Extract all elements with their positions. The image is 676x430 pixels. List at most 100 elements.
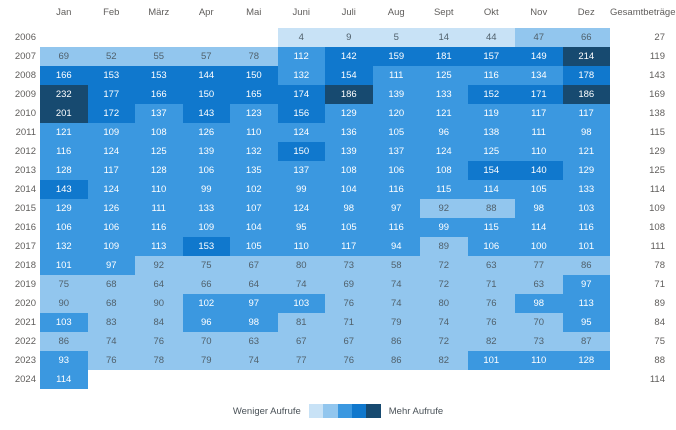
heatmap-cell-2020-feb[interactable]: 68 <box>87 294 135 313</box>
heatmap-cell-2012-juni[interactable]: 150 <box>277 142 325 161</box>
heatmap-cell-2007-feb[interactable]: 52 <box>87 47 135 66</box>
heatmap-cell-2011-juni[interactable]: 124 <box>277 123 325 142</box>
heatmap-cell-2016-apr[interactable]: 109 <box>182 218 230 237</box>
heatmap-cell-2009-apr[interactable]: 150 <box>182 85 230 104</box>
heatmap-cell-2014-dez[interactable]: 133 <box>562 180 610 199</box>
heatmap-cell-2011-okt[interactable]: 138 <box>467 123 515 142</box>
heatmap-cell-2024-aug[interactable] <box>373 370 421 389</box>
heatmap-cell-2022-märz[interactable]: 76 <box>135 332 183 351</box>
heatmap-cell-2007-juli[interactable]: 142 <box>325 47 373 66</box>
heatmap-cell-2018-juli[interactable]: 73 <box>325 256 373 275</box>
heatmap-cell-2006-okt[interactable]: 44 <box>467 28 515 47</box>
heatmap-cell-2022-sept[interactable]: 72 <box>420 332 468 351</box>
heatmap-cell-2019-aug[interactable]: 74 <box>372 275 420 294</box>
heatmap-cell-2018-okt[interactable]: 63 <box>467 256 515 275</box>
heatmap-cell-2009-märz[interactable]: 166 <box>135 85 183 104</box>
heatmap-cell-2009-okt[interactable]: 152 <box>467 85 515 104</box>
heatmap-cell-2006-sept[interactable]: 14 <box>420 28 468 47</box>
heatmap-cell-2010-märz[interactable]: 137 <box>135 104 183 123</box>
heatmap-cell-2017-nov[interactable]: 100 <box>515 237 563 256</box>
heatmap-cell-2006-apr[interactable] <box>183 28 231 47</box>
heatmap-cell-2019-feb[interactable]: 68 <box>87 275 135 294</box>
heatmap-cell-2009-juni[interactable]: 174 <box>277 85 325 104</box>
heatmap-cell-2006-juni[interactable]: 4 <box>277 28 325 47</box>
heatmap-cell-2024-dez[interactable] <box>563 370 611 389</box>
heatmap-cell-2015-aug[interactable]: 97 <box>372 199 420 218</box>
heatmap-cell-2010-mai[interactable]: 123 <box>230 104 278 123</box>
heatmap-cell-2013-feb[interactable]: 117 <box>87 161 135 180</box>
heatmap-cell-2023-mai[interactable]: 74 <box>230 351 278 370</box>
heatmap-cell-2007-aug[interactable]: 159 <box>372 47 420 66</box>
heatmap-cell-2011-mai[interactable]: 110 <box>230 123 278 142</box>
heatmap-cell-2023-apr[interactable]: 79 <box>182 351 230 370</box>
heatmap-cell-2024-nov[interactable] <box>515 370 563 389</box>
heatmap-cell-2008-sept[interactable]: 125 <box>420 66 468 85</box>
heatmap-cell-2011-sept[interactable]: 96 <box>420 123 468 142</box>
heatmap-cell-2012-juli[interactable]: 139 <box>325 142 373 161</box>
heatmap-cell-2015-sept[interactable]: 92 <box>420 199 468 218</box>
heatmap-cell-2015-mai[interactable]: 107 <box>230 199 278 218</box>
heatmap-cell-2010-aug[interactable]: 120 <box>372 104 420 123</box>
heatmap-cell-2008-märz[interactable]: 153 <box>135 66 183 85</box>
heatmap-cell-2012-apr[interactable]: 139 <box>182 142 230 161</box>
heatmap-cell-2020-dez[interactable]: 113 <box>562 294 610 313</box>
heatmap-cell-2011-nov[interactable]: 111 <box>515 123 563 142</box>
heatmap-cell-2015-juni[interactable]: 124 <box>277 199 325 218</box>
heatmap-cell-2006-feb[interactable] <box>88 28 136 47</box>
heatmap-cell-2015-nov[interactable]: 98 <box>515 199 563 218</box>
heatmap-cell-2019-apr[interactable]: 66 <box>182 275 230 294</box>
heatmap-cell-2021-nov[interactable]: 70 <box>515 313 563 332</box>
heatmap-cell-2014-mai[interactable]: 102 <box>230 180 278 199</box>
heatmap-cell-2015-juli[interactable]: 98 <box>325 199 373 218</box>
heatmap-cell-2008-juli[interactable]: 154 <box>325 66 373 85</box>
heatmap-cell-2020-juli[interactable]: 76 <box>325 294 373 313</box>
heatmap-cell-2013-juni[interactable]: 137 <box>277 161 325 180</box>
heatmap-cell-2013-aug[interactable]: 106 <box>372 161 420 180</box>
heatmap-cell-2021-sept[interactable]: 74 <box>420 313 468 332</box>
heatmap-cell-2010-feb[interactable]: 172 <box>87 104 135 123</box>
heatmap-cell-2009-juli[interactable]: 186 <box>325 85 373 104</box>
heatmap-cell-2009-sept[interactable]: 133 <box>420 85 468 104</box>
heatmap-cell-2012-mai[interactable]: 132 <box>230 142 278 161</box>
heatmap-cell-2020-juni[interactable]: 103 <box>277 294 325 313</box>
heatmap-cell-2007-nov[interactable]: 149 <box>515 47 563 66</box>
heatmap-cell-2017-aug[interactable]: 94 <box>372 237 420 256</box>
heatmap-cell-2007-mai[interactable]: 78 <box>230 47 278 66</box>
heatmap-cell-2012-jan[interactable]: 116 <box>40 142 88 161</box>
heatmap-cell-2008-okt[interactable]: 116 <box>467 66 515 85</box>
heatmap-cell-2024-mai[interactable] <box>230 370 278 389</box>
heatmap-cell-2015-jan[interactable]: 129 <box>40 199 88 218</box>
heatmap-cell-2011-feb[interactable]: 109 <box>87 123 135 142</box>
heatmap-cell-2006-mai[interactable] <box>230 28 278 47</box>
heatmap-cell-2021-aug[interactable]: 79 <box>372 313 420 332</box>
heatmap-cell-2023-märz[interactable]: 78 <box>135 351 183 370</box>
heatmap-cell-2011-jan[interactable]: 121 <box>40 123 88 142</box>
heatmap-cell-2011-aug[interactable]: 105 <box>372 123 420 142</box>
heatmap-cell-2019-märz[interactable]: 64 <box>135 275 183 294</box>
heatmap-cell-2019-sept[interactable]: 72 <box>420 275 468 294</box>
heatmap-cell-2008-mai[interactable]: 150 <box>230 66 278 85</box>
heatmap-cell-2018-dez[interactable]: 86 <box>562 256 610 275</box>
heatmap-cell-2013-nov[interactable]: 140 <box>515 161 563 180</box>
heatmap-cell-2007-märz[interactable]: 55 <box>135 47 183 66</box>
heatmap-cell-2017-apr[interactable]: 153 <box>182 237 230 256</box>
heatmap-cell-2013-okt[interactable]: 154 <box>467 161 515 180</box>
heatmap-cell-2020-apr[interactable]: 102 <box>182 294 230 313</box>
heatmap-cell-2010-nov[interactable]: 117 <box>515 104 563 123</box>
heatmap-cell-2014-sept[interactable]: 115 <box>420 180 468 199</box>
heatmap-cell-2017-sept[interactable]: 89 <box>420 237 468 256</box>
heatmap-cell-2007-sept[interactable]: 181 <box>420 47 468 66</box>
heatmap-cell-2009-aug[interactable]: 139 <box>372 85 420 104</box>
heatmap-cell-2016-aug[interactable]: 116 <box>372 218 420 237</box>
heatmap-cell-2014-juni[interactable]: 99 <box>277 180 325 199</box>
heatmap-cell-2010-dez[interactable]: 117 <box>562 104 610 123</box>
heatmap-cell-2015-märz[interactable]: 111 <box>135 199 183 218</box>
heatmap-cell-2012-dez[interactable]: 121 <box>562 142 610 161</box>
heatmap-cell-2018-aug[interactable]: 58 <box>372 256 420 275</box>
heatmap-cell-2011-dez[interactable]: 98 <box>562 123 610 142</box>
heatmap-cell-2014-nov[interactable]: 105 <box>515 180 563 199</box>
heatmap-cell-2024-okt[interactable] <box>468 370 516 389</box>
heatmap-cell-2021-dez[interactable]: 95 <box>562 313 610 332</box>
heatmap-cell-2017-feb[interactable]: 109 <box>87 237 135 256</box>
heatmap-cell-2015-apr[interactable]: 133 <box>182 199 230 218</box>
